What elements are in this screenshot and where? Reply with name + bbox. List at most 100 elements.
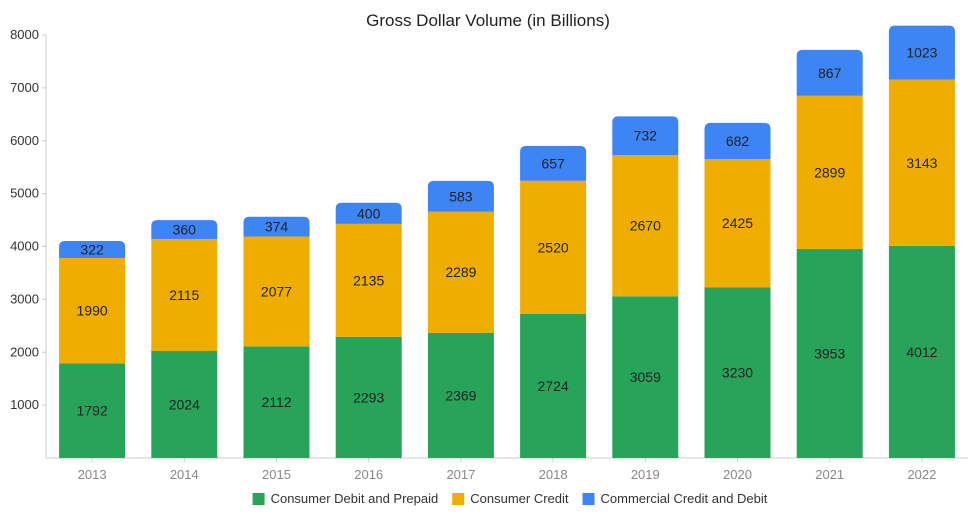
bar-value-label: 1792 — [77, 403, 108, 419]
legend-swatch — [452, 493, 465, 505]
x-tick-label: 2017 — [446, 467, 475, 482]
bar-stack-2014[interactable]: 2024 2115 360 — [151, 220, 218, 458]
legend-swatch — [582, 493, 595, 505]
legend-item[interactable]: Consumer Debit and Prepaid — [252, 491, 439, 506]
bar-value-label: 374 — [265, 219, 289, 235]
bar-stack-2013[interactable]: 1792 1990 322 — [59, 241, 126, 458]
legend-item[interactable]: Consumer Credit — [452, 491, 569, 506]
bar-value-label: 657 — [541, 155, 565, 171]
bar-segment[interactable] — [59, 363, 126, 458]
bar-value-label: 2670 — [630, 218, 661, 234]
legend[interactable]: Consumer Debit and Prepaid Consumer Credi… — [252, 491, 768, 506]
bar-segment[interactable] — [151, 220, 218, 240]
bar-segment[interactable] — [335, 223, 402, 337]
x-tick-label: 2021 — [815, 467, 844, 482]
bar-segment[interactable] — [612, 296, 679, 458]
x-tick-label: 2020 — [723, 467, 752, 482]
bar-value-label: 2024 — [169, 396, 200, 412]
bar-value-label: 400 — [357, 205, 381, 221]
bar-segment[interactable] — [888, 79, 955, 246]
bar-segment[interactable] — [520, 180, 587, 314]
bar-value-label: 1023 — [906, 45, 937, 61]
bar-segment[interactable] — [796, 248, 863, 458]
legend-label: Consumer Debit and Prepaid — [271, 491, 439, 506]
bar-segment[interactable] — [796, 49, 863, 96]
bar-segment[interactable] — [151, 239, 218, 351]
legend-label: Consumer Credit — [470, 491, 569, 506]
bar-segment[interactable] — [427, 211, 494, 333]
bar-stack-2017[interactable]: 2369 2289 583 — [427, 180, 494, 458]
x-tick-label: 2022 — [907, 467, 936, 482]
legend-item[interactable]: Commercial Credit and Debit — [582, 491, 768, 506]
bar-value-label: 4012 — [906, 344, 937, 360]
chart-title: Gross Dollar Volume (in Billions) — [366, 11, 610, 30]
bar-value-label: 2520 — [538, 239, 569, 255]
bar-segment[interactable] — [59, 258, 126, 364]
bar-value-label: 2135 — [353, 272, 384, 288]
bar-stack-2022[interactable]: 4012 3143 1023 — [888, 25, 955, 458]
bar-segment[interactable] — [243, 346, 310, 458]
bar-segment[interactable] — [427, 332, 494, 458]
bar-segment[interactable] — [335, 202, 402, 224]
x-tick-label: 2015 — [262, 467, 291, 482]
bar-stack-2016[interactable]: 2293 2135 400 — [335, 202, 402, 458]
x-tick-label: 2013 — [78, 467, 107, 482]
bar-segment[interactable] — [704, 287, 771, 458]
bar-segment[interactable] — [704, 122, 771, 159]
bar-value-label: 2425 — [722, 215, 753, 231]
x-axis: 2013 2014 2015 2016 2017 2018 2019 2020 2021 2022 — [46, 457, 968, 482]
bar-segment[interactable] — [520, 145, 587, 181]
y-tick-label: 5000 — [10, 186, 39, 201]
bar-value-label: 2077 — [261, 283, 292, 299]
bar-value-label: 3143 — [906, 155, 937, 171]
bar-segment[interactable] — [151, 350, 218, 458]
bar-segment[interactable] — [612, 155, 679, 297]
y-tick-label: 1000 — [10, 397, 39, 412]
bar-value-label: 583 — [449, 188, 473, 204]
x-tick-label: 2018 — [539, 467, 568, 482]
bar-value-label: 2289 — [445, 264, 476, 280]
y-tick-label: 7000 — [10, 80, 39, 95]
bar-segment[interactable] — [888, 245, 955, 458]
bar-value-label: 3059 — [630, 369, 661, 385]
bar-segment[interactable] — [520, 313, 587, 458]
bar-stack-2020[interactable]: 3230 2425 682 — [704, 122, 771, 458]
bar-segment[interactable] — [612, 116, 679, 156]
bar-value-label: 322 — [80, 242, 104, 258]
x-tick-label: 2014 — [170, 467, 199, 482]
bar-value-label: 360 — [173, 222, 197, 238]
bar-value-label: 2724 — [538, 378, 569, 394]
y-axis: 1000 2000 3000 4000 5000 6000 7000 8000 — [10, 27, 47, 458]
bar-stack-2018[interactable]: 2724 2520 657 — [520, 145, 587, 458]
bar-segment[interactable] — [243, 236, 310, 347]
y-tick-label: 4000 — [10, 239, 39, 254]
bar-value-label: 2115 — [169, 287, 199, 303]
bar-segment[interactable] — [888, 25, 955, 80]
bar-stack-2021[interactable]: 3953 2899 867 — [796, 49, 863, 458]
bar-segment[interactable] — [704, 158, 771, 288]
bar-segment[interactable] — [427, 180, 494, 212]
y-tick-label: 6000 — [10, 133, 39, 148]
bar-value-label: 682 — [726, 133, 750, 149]
y-tick-label: 2000 — [10, 344, 39, 359]
bar-segment[interactable] — [59, 241, 126, 259]
bars-group: 1792 1990 322 2024 2115 360 2112 2077 374 2293 213… — [59, 25, 955, 458]
bar-segment[interactable] — [335, 336, 402, 458]
y-tick-label: 3000 — [10, 291, 39, 306]
bar-value-label: 3230 — [722, 365, 753, 381]
x-tick-label: 2016 — [354, 467, 383, 482]
bar-value-label: 867 — [818, 65, 842, 81]
bar-stack-2019[interactable]: 3059 2670 732 — [612, 116, 679, 458]
x-tick-label: 2019 — [631, 467, 660, 482]
bar-stack-2015[interactable]: 2112 2077 374 — [243, 216, 310, 458]
bar-value-label: 732 — [634, 128, 658, 144]
legend-swatch — [252, 493, 265, 505]
bar-value-label: 2899 — [814, 164, 845, 180]
bar-value-label: 2293 — [353, 389, 384, 405]
bar-segment[interactable] — [796, 95, 863, 249]
bar-value-label: 2369 — [445, 387, 476, 403]
bar-value-label: 1990 — [77, 303, 108, 319]
bar-segment[interactable] — [243, 216, 310, 237]
